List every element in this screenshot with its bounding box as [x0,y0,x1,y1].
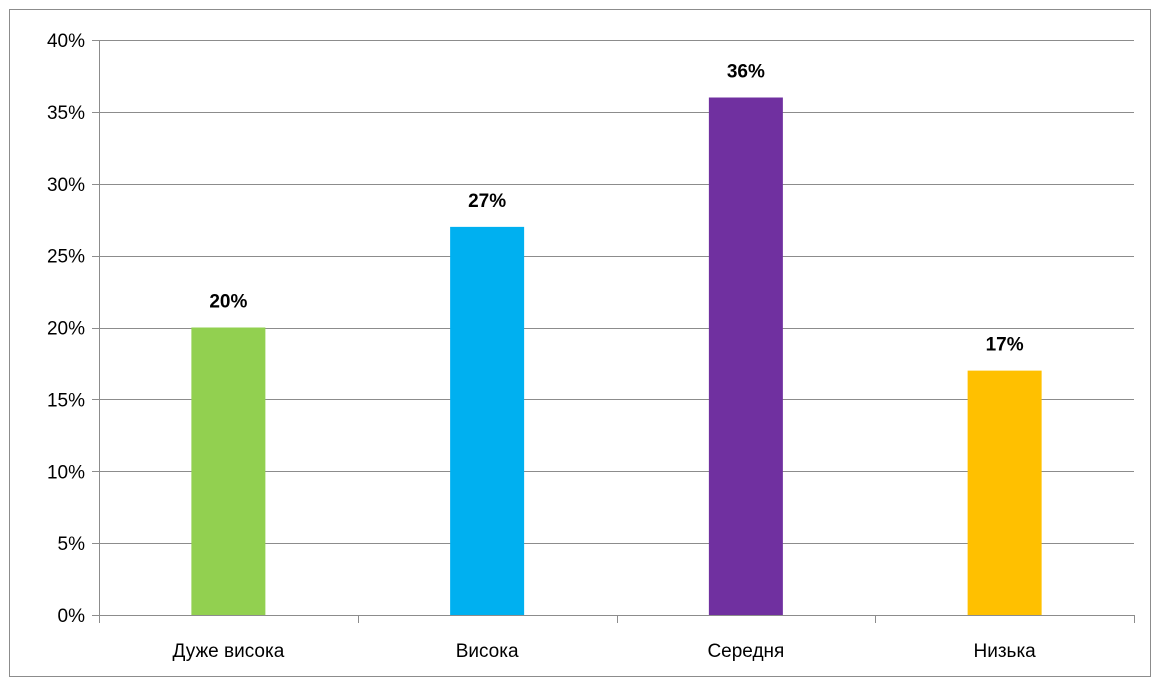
data-label: 20% [209,292,247,313]
bar-2 [450,226,525,615]
category-label: Висока [456,641,519,662]
axes [92,40,1135,623]
y-tick-label: 5% [58,534,86,555]
bar-3 [708,97,783,615]
category-label: Низька [974,641,1037,662]
y-tick-label: 35% [47,103,85,124]
y-tick-label: 40% [47,31,85,52]
bar-4 [967,370,1042,615]
data-label: 17% [986,335,1024,356]
y-tick-label: 20% [47,319,85,340]
y-tick-label: 10% [47,462,85,483]
labels: 0% 5% 10% 15% 20% 25% 30% 35% 40% 20% Дуже висока 2… [47,31,1036,662]
gridlines [99,40,1134,544]
bars [191,97,1042,615]
category-label: Середня [707,641,784,662]
category-label: Дуже висока [172,641,284,662]
data-label: 36% [727,62,765,83]
y-tick-label: 15% [47,390,85,411]
y-tick-label: 30% [47,175,85,196]
y-tick-label: 25% [47,247,85,268]
data-label: 27% [468,191,506,212]
y-tick-label: 0% [58,606,86,627]
bar-1 [191,327,266,615]
